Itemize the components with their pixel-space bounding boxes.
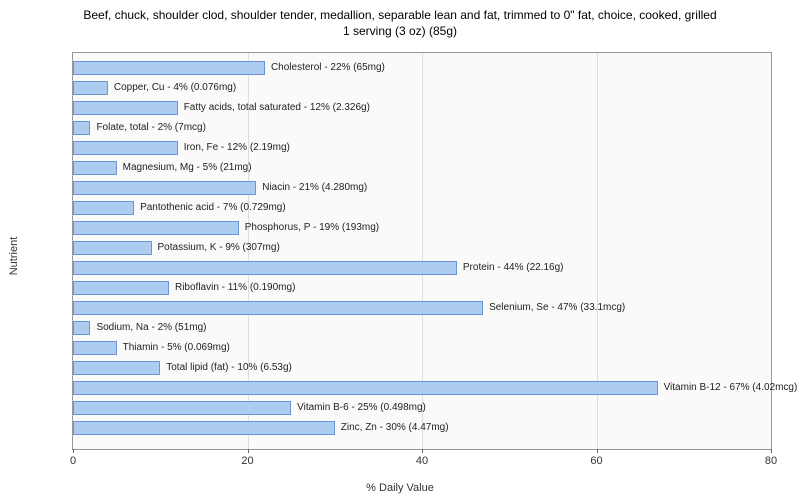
y-axis-label: Nutrient (8, 237, 20, 276)
chart-title-line1: Beef, chuck, shoulder clod, shoulder ten… (83, 8, 716, 22)
bar (73, 121, 90, 135)
bar (73, 421, 335, 435)
nutrient-chart: Beef, chuck, shoulder clod, shoulder ten… (0, 0, 800, 500)
x-tick-mark (597, 449, 598, 453)
bar-label: Selenium, Se - 47% (33.1mcg) (489, 301, 625, 315)
bar (73, 361, 160, 375)
bar-label: Cholesterol - 22% (65mg) (271, 61, 385, 75)
bar-label: Folate, total - 2% (7mcg) (96, 121, 205, 135)
x-tick-mark (248, 449, 249, 453)
bar (73, 161, 117, 175)
x-tick-label: 60 (590, 455, 602, 467)
plot-area: 020406080Cholesterol - 22% (65mg)Copper,… (72, 52, 772, 450)
bar (73, 101, 178, 115)
x-tick-mark (771, 449, 772, 453)
bar-label: Riboflavin - 11% (0.190mg) (175, 281, 295, 295)
bar (73, 141, 178, 155)
chart-title: Beef, chuck, shoulder clod, shoulder ten… (0, 0, 800, 43)
bar (73, 201, 134, 215)
bar-label: Vitamin B-6 - 25% (0.498mg) (297, 401, 426, 415)
bar-label: Total lipid (fat) - 10% (6.53g) (166, 361, 292, 375)
bar-label: Iron, Fe - 12% (2.19mg) (184, 141, 290, 155)
bar-label: Pantothenic acid - 7% (0.729mg) (140, 201, 286, 215)
x-tick-label: 0 (70, 455, 76, 467)
x-tick-mark (73, 449, 74, 453)
bar-label: Zinc, Zn - 30% (4.47mg) (341, 421, 449, 435)
bar (73, 81, 108, 95)
bar (73, 241, 152, 255)
bar-label: Potassium, K - 9% (307mg) (158, 241, 280, 255)
bar-label: Phosphorus, P - 19% (193mg) (245, 221, 379, 235)
bar (73, 181, 256, 195)
bar (73, 281, 169, 295)
x-tick-mark (422, 449, 423, 453)
x-tick-label: 20 (241, 455, 253, 467)
bar-label: Vitamin B-12 - 67% (4.02mcg) (664, 381, 798, 395)
bar (73, 401, 291, 415)
bar-label: Fatty acids, total saturated - 12% (2.32… (184, 101, 370, 115)
x-tick-label: 80 (765, 455, 777, 467)
bar-label: Protein - 44% (22.16g) (463, 261, 564, 275)
bar-label: Sodium, Na - 2% (51mg) (96, 321, 206, 335)
bar (73, 221, 239, 235)
bar (73, 261, 457, 275)
bar (73, 301, 483, 315)
bar (73, 381, 658, 395)
x-axis-label: % Daily Value (366, 482, 434, 494)
bar (73, 321, 90, 335)
bar-label: Magnesium, Mg - 5% (21mg) (123, 161, 252, 175)
bar-label: Copper, Cu - 4% (0.076mg) (114, 81, 236, 95)
x-tick-label: 40 (416, 455, 428, 467)
bar (73, 61, 265, 75)
chart-title-line2: 1 serving (3 oz) (85g) (343, 24, 457, 38)
bar-label: Niacin - 21% (4.280mg) (262, 181, 367, 195)
bar-label: Thiamin - 5% (0.069mg) (123, 341, 230, 355)
bar (73, 341, 117, 355)
